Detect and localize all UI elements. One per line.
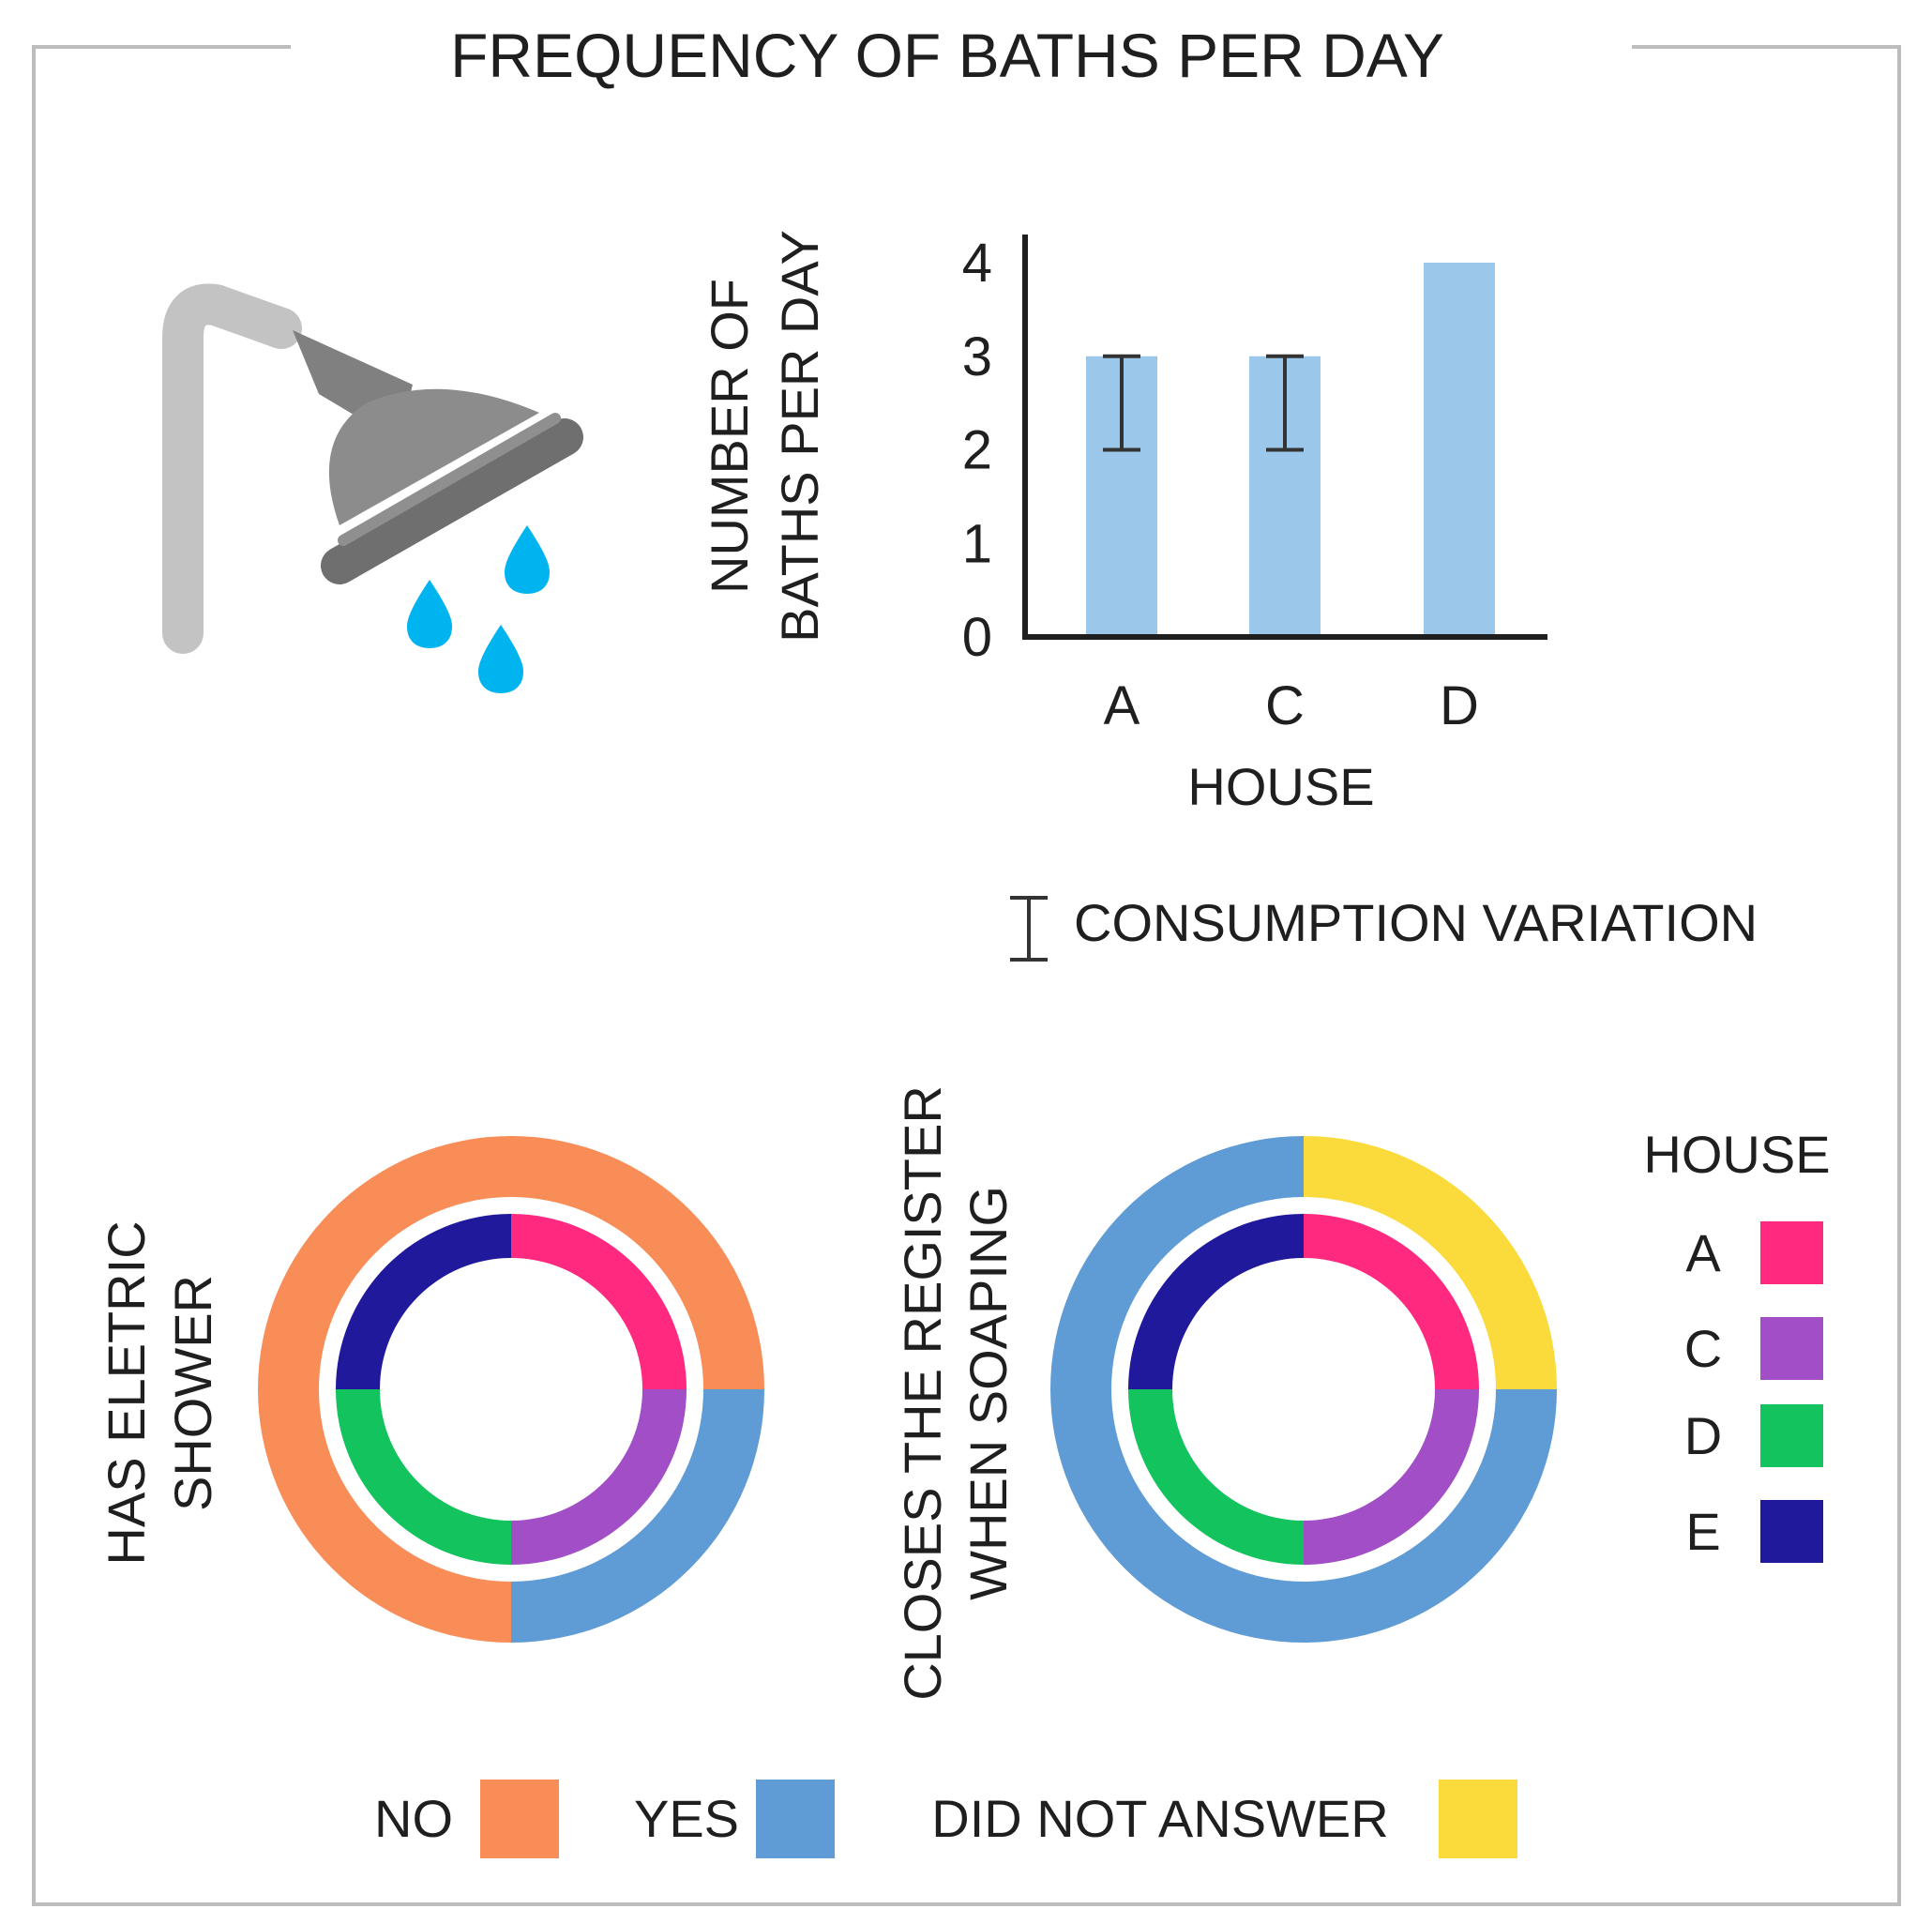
donut-1-title-line-2: SHOWER — [163, 1275, 222, 1511]
y-tick-label: 3 — [962, 326, 992, 387]
answer-legend: NO YES DID NOT ANSWER — [374, 1780, 1517, 1858]
house-legend-swatch — [1760, 1404, 1823, 1467]
house-legend-swatch — [1760, 1500, 1823, 1563]
house-legend-item: E — [1685, 1500, 1823, 1563]
inner-slice-c — [511, 1389, 687, 1565]
answer-legend-item: DID NOT ANSWER — [931, 1780, 1517, 1858]
shower-rim-light — [338, 413, 561, 546]
bar-chart: A C D 0 1 2 3 4 HOUSE NUMBER OF BATHS PER DAY — [700, 230, 1547, 816]
donut-chart-electric-shower — [258, 1136, 764, 1643]
donut-2-title-line-1: CLOSES THE REGISTER — [893, 1085, 952, 1701]
inner-slice-e — [1128, 1214, 1304, 1389]
y-tick-label: 0 — [962, 607, 992, 668]
outer-slice-did-not-answer — [1304, 1136, 1557, 1389]
x-tick-label: A — [1104, 675, 1140, 736]
water-drop-icon — [505, 525, 550, 594]
house-legend-label: E — [1685, 1502, 1720, 1561]
answer-legend-swatch — [1439, 1780, 1517, 1858]
error-bar-legend: CONSUMPTION VARIATION — [1010, 893, 1758, 962]
y-tick-label: 4 — [962, 233, 992, 294]
answer-legend-label: DID NOT ANSWER — [931, 1789, 1388, 1848]
answer-legend-item: NO — [374, 1780, 559, 1858]
y-tick-label: 2 — [962, 420, 992, 481]
shower-head — [328, 388, 539, 525]
shower-pipe — [162, 283, 302, 654]
house-legend-item: A — [1685, 1221, 1823, 1284]
donut-2-title-line-2: WHEN SOAPING — [958, 1186, 1018, 1600]
y-axis-label-line-1: NUMBER OF — [700, 279, 759, 594]
shower-rim — [321, 418, 583, 584]
inner-slice-d — [1128, 1389, 1304, 1565]
error-bar-legend-label: CONSUMPTION VARIATION — [1074, 893, 1758, 952]
inner-slice-e — [336, 1214, 511, 1389]
house-legend-item: D — [1684, 1404, 1823, 1467]
answer-legend-item: YES — [634, 1780, 835, 1858]
outer-slice-yes — [511, 1389, 764, 1643]
x-tick-label: C — [1265, 675, 1305, 736]
inner-slice-a — [511, 1214, 687, 1389]
house-legend-label: D — [1684, 1406, 1722, 1465]
error-bar-C — [1266, 354, 1304, 452]
frame — [32, 45, 1901, 1906]
house-legend-item: C — [1684, 1317, 1823, 1380]
y-tick-label: 1 — [962, 513, 992, 574]
inner-slice-c — [1304, 1389, 1479, 1565]
answer-legend-label: NO — [374, 1789, 453, 1848]
error-bar-icon — [1010, 896, 1048, 962]
house-legend-swatch — [1760, 1317, 1823, 1380]
donut-chart-closes-register — [1050, 1136, 1557, 1643]
house-legend-label: C — [1684, 1319, 1722, 1378]
answer-legend-swatch — [480, 1780, 559, 1858]
shower-icon — [162, 283, 583, 693]
house-legend-swatch — [1760, 1221, 1823, 1284]
bar-D — [1424, 263, 1495, 637]
inner-slice-d — [336, 1389, 511, 1565]
frame-left — [32, 45, 1901, 1906]
page-title: FREQUENCY OF BATHS PER DAY — [450, 21, 1444, 90]
house-legend-label: A — [1685, 1223, 1721, 1282]
x-tick-label: D — [1440, 675, 1479, 736]
inner-slice-a — [1304, 1214, 1479, 1389]
y-axis-label-line-2: BATHS PER DAY — [770, 230, 829, 643]
answer-legend-swatch — [756, 1780, 835, 1858]
house-legend-title: HOUSE — [1643, 1125, 1830, 1184]
error-bar-A — [1103, 354, 1140, 452]
donut-1-title-line-1: HAS ELETRIC — [97, 1220, 156, 1565]
water-drop-icon — [478, 625, 523, 693]
water-drop-icon — [407, 580, 452, 648]
x-axis-label: HOUSE — [1187, 757, 1374, 816]
answer-legend-label: YES — [634, 1789, 739, 1848]
